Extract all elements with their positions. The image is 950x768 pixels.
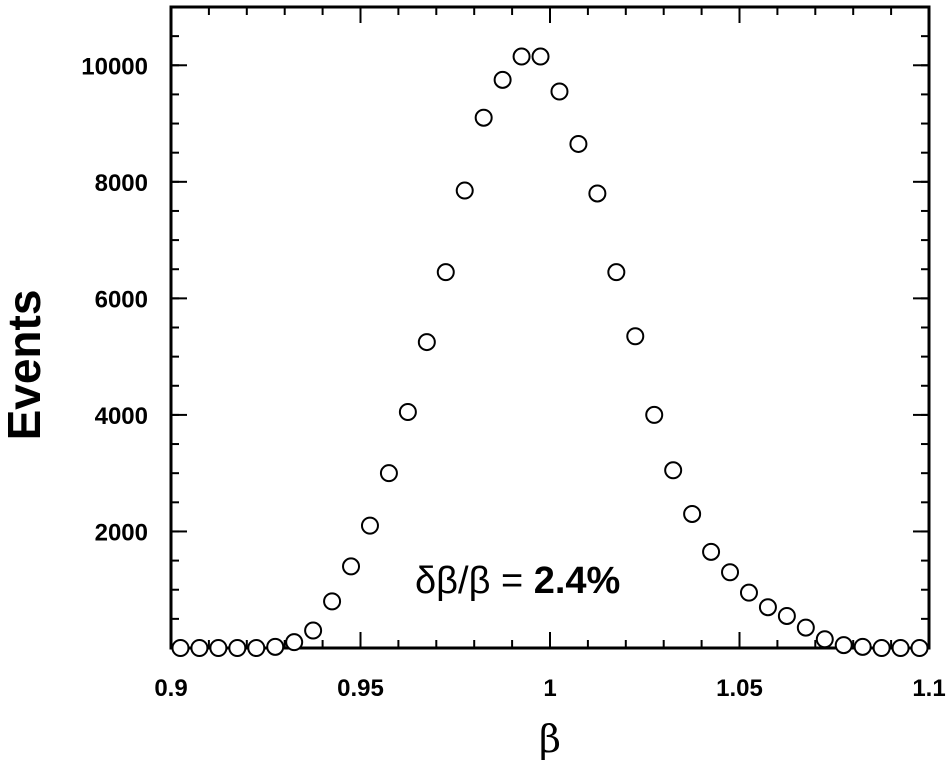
data-point xyxy=(777,606,796,625)
y-tick-label: 10000 xyxy=(81,53,148,80)
data-point xyxy=(493,70,512,89)
data-point xyxy=(815,630,834,649)
data-point xyxy=(626,327,645,346)
data-point xyxy=(853,637,872,656)
y-axis-label: Events xyxy=(0,290,50,441)
data-point xyxy=(891,639,910,657)
axis-tick-labels: 0.9 0.95 1 1.05 1.1 2000 4000 6000 8000 10000 xyxy=(81,53,945,702)
y-tick-label: 4000 xyxy=(95,403,148,430)
data-point xyxy=(550,82,569,101)
data-point xyxy=(721,563,740,582)
x-tick-label: 0.9 xyxy=(154,675,187,702)
data-point xyxy=(910,639,929,657)
data-point xyxy=(209,639,228,657)
data-point xyxy=(664,461,683,480)
data-point xyxy=(645,405,664,424)
data-point xyxy=(512,47,531,66)
data-point xyxy=(796,618,815,637)
data-point xyxy=(285,633,304,652)
data-point xyxy=(607,263,626,282)
x-axis-label: β xyxy=(539,717,561,761)
annotation-value: 2.4% xyxy=(534,560,621,602)
annotation-prefix: δβ/β = xyxy=(415,560,534,602)
data-point xyxy=(171,639,190,657)
data-point xyxy=(304,621,323,640)
y-tick-label: 6000 xyxy=(95,286,148,313)
data-point xyxy=(360,516,379,535)
data-point xyxy=(739,583,758,602)
data-point xyxy=(190,639,209,657)
plot-frame xyxy=(169,5,931,650)
data-point xyxy=(247,639,266,657)
y-tick-label: 8000 xyxy=(95,170,148,197)
data-point xyxy=(834,636,853,655)
data-point xyxy=(342,557,361,576)
x-tick-label: 1.05 xyxy=(716,675,763,702)
resolution-annotation: δβ/β = 2.4% xyxy=(415,560,620,602)
axis-ticks xyxy=(170,6,930,649)
data-points xyxy=(171,47,929,657)
data-point xyxy=(228,639,247,657)
data-point xyxy=(417,333,436,352)
data-point xyxy=(436,263,455,282)
data-point xyxy=(266,637,285,656)
data-point xyxy=(872,639,891,657)
x-tick-label: 1.1 xyxy=(912,675,945,702)
data-point xyxy=(474,108,493,127)
x-tick-label: 0.95 xyxy=(337,675,384,702)
data-point xyxy=(683,504,702,523)
data-point xyxy=(569,134,588,153)
data-point xyxy=(702,542,721,561)
data-point xyxy=(531,47,550,66)
data-point xyxy=(379,464,398,483)
y-tick-label: 2000 xyxy=(95,519,148,546)
x-tick-label: 1 xyxy=(543,675,556,702)
data-point xyxy=(398,402,417,421)
data-point xyxy=(455,181,474,200)
data-point xyxy=(588,184,607,203)
data-point xyxy=(323,592,342,611)
data-point xyxy=(758,598,777,617)
